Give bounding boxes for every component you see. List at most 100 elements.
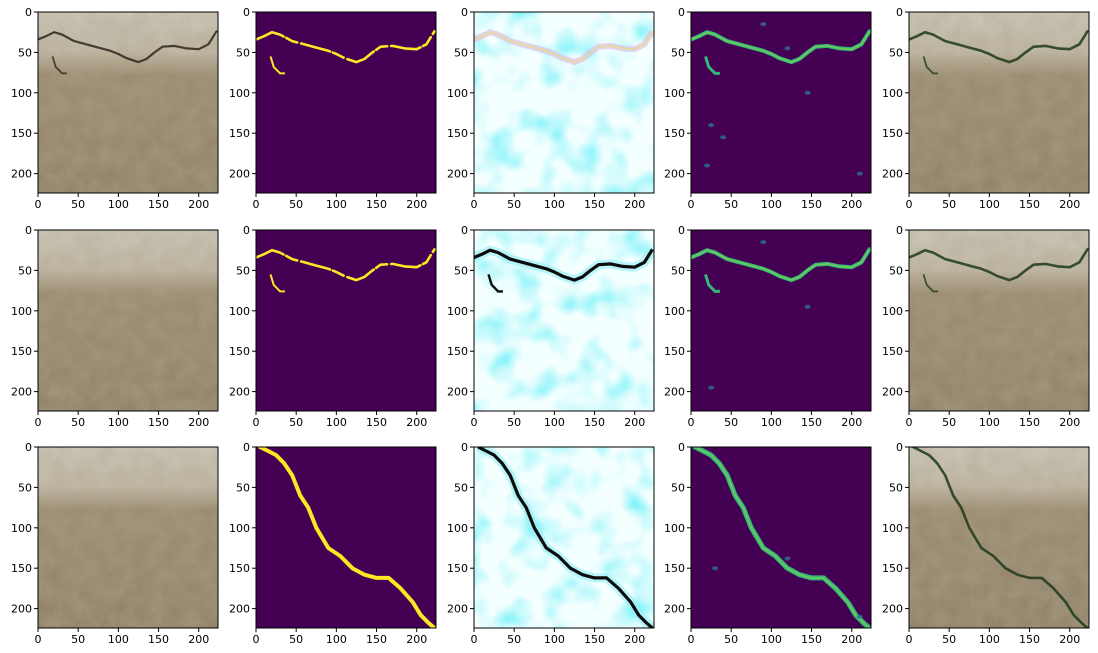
crack-line — [38, 30, 218, 64]
y-tick-label: 200 — [229, 603, 250, 616]
y-tick-label: 200 — [882, 603, 903, 616]
y-tick-label: 0 — [678, 6, 685, 19]
panel-prediction: 0 0 50 50 100 100 150 150 200 200 — [664, 224, 872, 429]
y-tick-label: 50 — [671, 264, 685, 277]
axes-frame — [690, 11, 872, 194]
mask-branch — [269, 56, 285, 75]
y-tick-label: 0 — [243, 224, 250, 237]
x-tick-label: 50 — [724, 198, 738, 211]
axes-frame — [908, 446, 1090, 629]
x-tick-label: 100 — [979, 198, 1000, 211]
axes-frame — [908, 229, 1090, 412]
x-tick-label: 0 — [688, 198, 695, 211]
x-tick-label: 200 — [624, 198, 645, 211]
x-tick-label: 150 — [584, 198, 605, 211]
axes-frame — [37, 446, 219, 629]
x-tick-label: 0 — [688, 633, 695, 646]
y-tick-label: 200 — [11, 603, 32, 616]
axes-frame — [690, 229, 872, 412]
photo-image — [909, 230, 1089, 411]
y-tick-label: 50 — [889, 264, 903, 277]
x-tick-label: 150 — [1019, 416, 1040, 429]
x-tick-label: 50 — [289, 416, 303, 429]
saliency-branch — [487, 274, 503, 293]
y-tick-label: 50 — [454, 481, 468, 494]
x-tick-label: 0 — [35, 633, 42, 646]
x-tick-label: 200 — [1059, 416, 1080, 429]
axes-frame — [37, 229, 219, 412]
x-tick-label: 150 — [366, 198, 387, 211]
x-tick-label: 0 — [35, 416, 42, 429]
x-tick-label: 0 — [471, 416, 478, 429]
panel-overlay: 0 0 50 50 100 100 150 150 200 200 — [882, 441, 1090, 646]
x-tick-label: 100 — [326, 633, 347, 646]
prediction-background — [691, 230, 871, 411]
y-tick-label: 200 — [11, 168, 32, 181]
crack-branch — [922, 274, 938, 293]
y-tick-label: 100 — [664, 87, 685, 100]
x-tick-label: 100 — [544, 198, 565, 211]
y-tick-label: 200 — [447, 386, 468, 399]
x-tick-label: 0 — [906, 633, 913, 646]
y-tick-label: 100 — [11, 87, 32, 100]
y-tick-label: 200 — [447, 168, 468, 181]
y-tick-label: 0 — [25, 224, 32, 237]
x-tick-label: 100 — [761, 198, 782, 211]
panel-saliency: 0 0 50 50 100 100 150 150 200 200 — [447, 6, 655, 211]
y-tick-label: 0 — [461, 6, 468, 19]
y-tick-label: 50 — [671, 46, 685, 59]
x-tick-label: 0 — [471, 633, 478, 646]
crack-line — [909, 248, 1089, 282]
panel-prediction: 0 0 50 50 100 100 150 150 200 200 — [664, 6, 872, 211]
y-tick-label: 50 — [236, 481, 250, 494]
axes-frame — [255, 229, 437, 412]
prediction-speck — [712, 566, 719, 571]
prediction-speck — [720, 135, 727, 140]
crack-line — [911, 447, 1089, 628]
x-tick-label: 50 — [71, 633, 85, 646]
y-tick-label: 0 — [243, 6, 250, 19]
y-tick-label: 0 — [461, 224, 468, 237]
y-tick-label: 200 — [447, 603, 468, 616]
x-tick-label: 150 — [801, 416, 822, 429]
y-tick-label: 100 — [229, 522, 250, 535]
x-tick-label: 150 — [584, 416, 605, 429]
x-tick-label: 50 — [724, 416, 738, 429]
y-tick-label: 100 — [664, 522, 685, 535]
x-tick-label: 200 — [406, 198, 427, 211]
prediction-speck — [708, 123, 715, 128]
mask-crack — [256, 30, 436, 64]
x-tick-label: 200 — [1059, 633, 1080, 646]
x-tick-label: 0 — [35, 198, 42, 211]
prediction-branch — [704, 55, 720, 75]
x-tick-label: 0 — [906, 198, 913, 211]
y-tick-label: 200 — [229, 168, 250, 181]
prediction-speck — [760, 22, 767, 27]
prediction-speck — [784, 556, 791, 561]
x-tick-label: 200 — [188, 416, 209, 429]
panel-mask: 0 0 50 50 100 100 150 150 200 200 — [229, 6, 437, 211]
x-tick-label: 0 — [253, 416, 260, 429]
x-tick-label: 100 — [108, 416, 129, 429]
y-tick-label: 50 — [889, 481, 903, 494]
x-tick-label: 50 — [507, 416, 521, 429]
panel-photo: 0 0 50 50 100 100 150 150 200 200 — [11, 6, 219, 211]
y-tick-label: 100 — [11, 305, 32, 318]
mask-background — [256, 447, 436, 628]
panel-saliency: 0 0 50 50 100 100 150 150 200 200 — [447, 224, 655, 429]
y-tick-label: 50 — [236, 46, 250, 59]
prediction-speck — [804, 304, 811, 309]
y-tick-label: 150 — [882, 345, 903, 358]
y-tick-label: 150 — [664, 345, 685, 358]
crack-branch — [51, 56, 67, 75]
x-tick-label: 100 — [979, 416, 1000, 429]
y-tick-label: 100 — [447, 522, 468, 535]
x-tick-label: 100 — [761, 633, 782, 646]
x-tick-label: 150 — [584, 633, 605, 646]
axes-frame — [908, 11, 1090, 194]
x-tick-label: 150 — [148, 198, 169, 211]
axes-frame — [473, 446, 655, 629]
x-tick-label: 200 — [841, 416, 862, 429]
mask-background — [256, 12, 436, 193]
